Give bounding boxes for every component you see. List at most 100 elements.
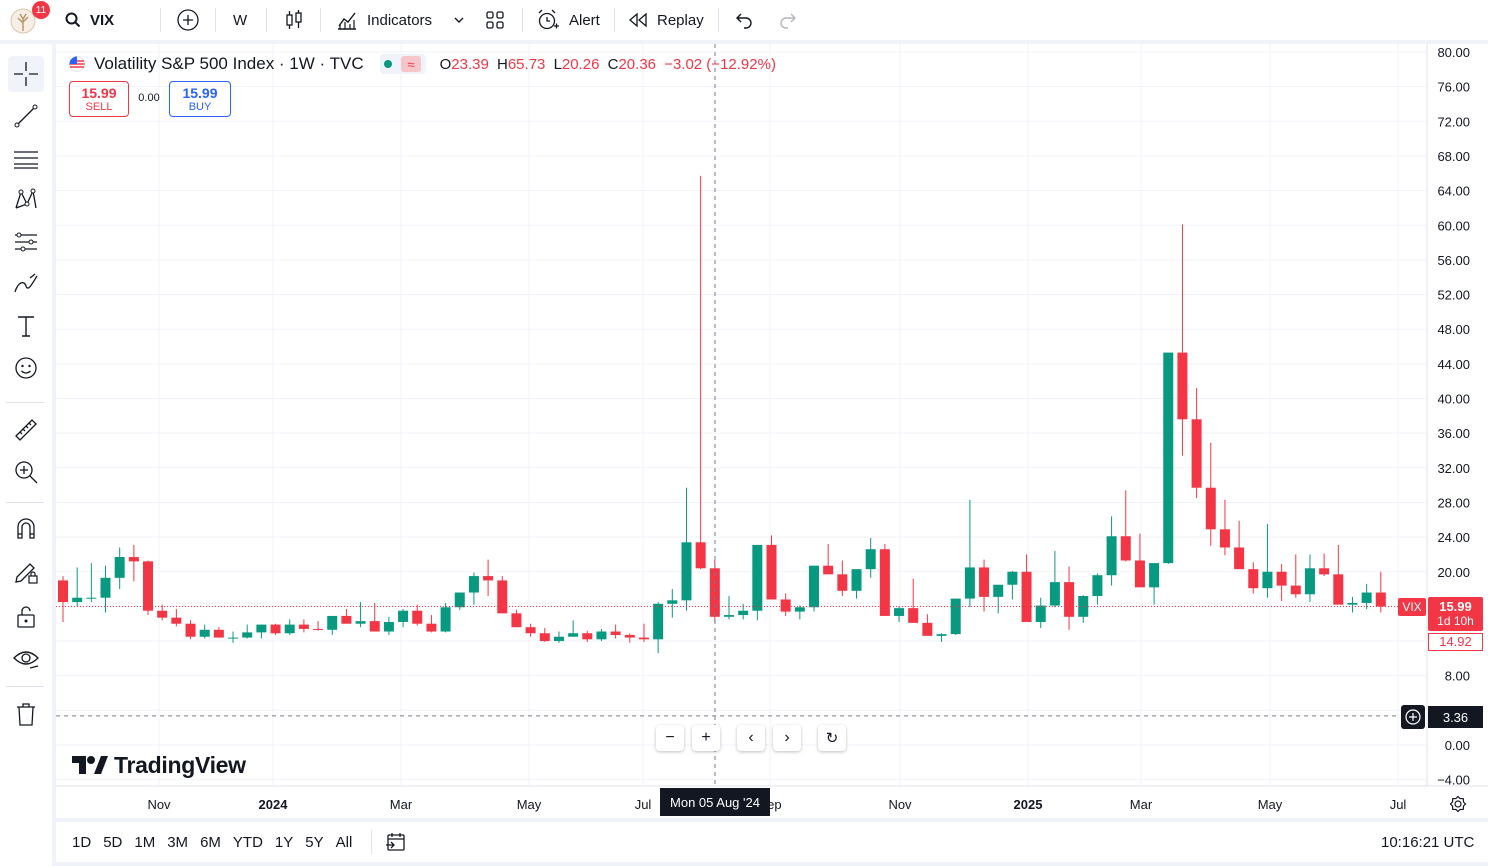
range-button-1d[interactable]: 1D: [72, 833, 92, 851]
spread-value: 0.00: [138, 92, 160, 104]
scroll-right-button[interactable]: ›: [773, 725, 801, 751]
range-buttons: 1D 5D 1M 3M 6M YTD 1Y 5Y All: [66, 822, 358, 862]
crosshair-date-label: Mon 05 Aug '24: [660, 788, 770, 816]
eye-icon: [13, 651, 39, 669]
range-button-5y[interactable]: 5Y: [305, 833, 324, 851]
user-avatar[interactable]: 11: [8, 0, 50, 40]
layouts-button[interactable]: [484, 0, 506, 40]
lock-drawing-tool[interactable]: [8, 554, 44, 590]
zoom-in-button[interactable]: +: [692, 725, 720, 751]
grid-icon: [486, 11, 504, 29]
search-icon: [65, 12, 81, 28]
zoom-in-icon: [15, 461, 38, 484]
pitchfork-tool[interactable]: [8, 140, 44, 176]
redo-button[interactable]: [778, 0, 798, 40]
tree-logo-icon: [10, 8, 36, 34]
emoji-tool[interactable]: [8, 350, 44, 386]
reset-chart-button[interactable]: ↻: [818, 725, 846, 751]
undo-button[interactable]: [734, 0, 754, 40]
indicators-dropdown[interactable]: [452, 0, 466, 40]
zoom-in-tool[interactable]: [8, 454, 44, 490]
zoom-out-button[interactable]: −: [656, 725, 684, 751]
chevron-down-icon: [454, 17, 464, 23]
symbol-price-tag: VIX: [1398, 598, 1426, 616]
ohlc-values: O23.39 H65.73 L20.26 C20.36 −3.02 (−12.9…: [439, 55, 776, 73]
last-price: 15.99: [1439, 599, 1472, 614]
alert-button[interactable]: Alert: [536, 0, 600, 40]
range-button-all[interactable]: All: [335, 833, 353, 851]
gear-icon: [1449, 795, 1467, 813]
ruler-icon: [15, 419, 37, 441]
hide-drawings-tool[interactable]: [8, 640, 44, 676]
chart-type-button[interactable]: [283, 0, 305, 40]
plus-circle-icon: [177, 9, 199, 31]
undo-icon: [736, 13, 752, 29]
add-alert-button[interactable]: [1401, 705, 1425, 729]
magnet-tool[interactable]: [8, 510, 44, 546]
range-button-1m[interactable]: 1M: [134, 833, 156, 851]
change-value: −3.02 (−12.92%): [664, 55, 776, 73]
rewind-icon: [629, 12, 647, 28]
alert-label: Alert: [569, 11, 600, 29]
range-button-6m[interactable]: 6M: [200, 833, 221, 851]
delayed-data-icon: ≈: [401, 56, 422, 72]
forecasting-tool[interactable]: [8, 224, 44, 260]
crosshair-price-label: 3.36: [1428, 706, 1483, 728]
symbol-search[interactable]: VIX: [64, 0, 114, 40]
sell-price: 15.99: [81, 85, 117, 101]
buy-button[interactable]: 15.99 BUY: [169, 81, 231, 117]
close-value: 20.36: [618, 55, 657, 73]
range-button-3m[interactable]: 3M: [167, 833, 189, 851]
clock[interactable]: 10:16:21 UTC: [1381, 833, 1475, 851]
sell-button[interactable]: 15.99 SELL: [69, 81, 129, 117]
replay-button[interactable]: Replay: [627, 0, 704, 40]
pencil-lock-icon: [15, 563, 38, 584]
calendar-arrow-icon: [386, 833, 405, 851]
trend-line-tool[interactable]: [8, 98, 44, 134]
crosshair-icon: [14, 62, 38, 86]
indicators-button[interactable]: Indicators: [336, 0, 432, 40]
remove-drawings-tool[interactable]: [8, 696, 44, 732]
indicators-icon: [338, 12, 356, 30]
buy-price: 15.99: [182, 85, 218, 101]
notification-badge: 11: [32, 1, 50, 19]
bottom-toolbar: 1D 5D 1M 3M 6M YTD 1Y 5Y All 10:16:21 UTC: [56, 822, 1488, 862]
compare-symbol-button[interactable]: [176, 0, 200, 40]
chevron-left-icon: ‹: [748, 729, 754, 746]
pattern-tool[interactable]: [8, 182, 44, 218]
minus-icon: −: [665, 729, 675, 746]
brush-icon: [14, 273, 38, 293]
symbol-legend[interactable]: Volatility S&P 500 Index · 1W · TVC ≈ O2…: [68, 52, 776, 76]
fib-levels-icon: [15, 232, 37, 252]
range-button-5d[interactable]: 5D: [103, 833, 123, 851]
crosshair-tool[interactable]: [8, 56, 44, 92]
magnet-icon: [17, 518, 35, 539]
market-status[interactable]: ≈: [379, 54, 426, 74]
tradingview-watermark[interactable]: TradingView: [72, 750, 246, 780]
market-open-dot-icon: [384, 60, 393, 68]
symbol-label: VIX: [90, 11, 115, 29]
parallel-lines-icon: [14, 151, 38, 169]
text-tool[interactable]: [8, 308, 44, 344]
legend-title: Volatility S&P 500 Index · 1W · TVC: [94, 54, 364, 73]
unlock-icon: [17, 606, 35, 628]
drawing-toolbar: [0, 44, 52, 866]
interval-button[interactable]: W: [233, 11, 248, 29]
axis-settings-button[interactable]: [1447, 793, 1469, 815]
trash-icon: [17, 703, 35, 726]
plus-icon: +: [701, 729, 711, 746]
goto-date-button[interactable]: [384, 822, 406, 862]
range-button-ytd[interactable]: YTD: [232, 833, 263, 851]
last-price-label: 15.99 1d 10h: [1428, 597, 1483, 631]
range-button-1y[interactable]: 1Y: [274, 833, 294, 851]
smiley-icon: [15, 357, 37, 379]
chart-pane[interactable]: [56, 44, 1488, 818]
top-toolbar: 11 VIX W Indicators Alert Replay: [0, 0, 1488, 40]
lock-all-tool[interactable]: [8, 598, 44, 634]
chevron-right-icon: ›: [784, 729, 790, 746]
measure-tool[interactable]: [8, 412, 44, 448]
prev-close-label: 14.92: [1428, 633, 1483, 651]
brush-tool[interactable]: [8, 266, 44, 302]
redo-icon: [780, 13, 796, 29]
scroll-left-button[interactable]: ‹: [737, 725, 765, 751]
